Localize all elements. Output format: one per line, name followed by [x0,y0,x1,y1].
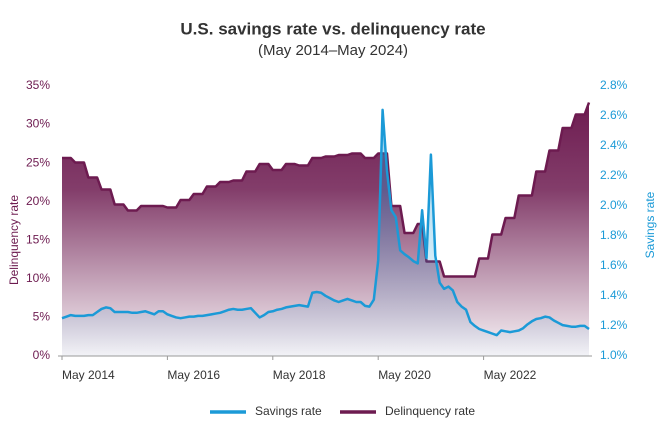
y2-tick-label: 2.8% [600,78,628,92]
x-tick-label: May 2016 [167,368,220,382]
y-tick-label: 20% [26,194,50,208]
y-tick-label: 0% [33,348,51,362]
y2-tick-label: 1.0% [600,348,628,362]
legend-label: Delinquency rate [385,404,475,418]
x-tick-label: May 2020 [378,368,431,382]
y-tick-label: 10% [26,271,50,285]
y-tick-label: 25% [26,155,50,169]
chart-title: U.S. savings rate vs. delinquency rate [180,19,485,38]
y2-tick-label: 1.6% [600,258,628,272]
y2-tick-label: 2.6% [600,108,628,122]
plot-area [61,102,591,356]
y2-tick-label: 1.2% [600,318,628,332]
y2-tick-label: 1.4% [600,288,628,302]
legend-label: Savings rate [255,404,322,418]
y2-tick-label: 2.2% [600,168,628,182]
chart-subtitle: (May 2014–May 2024) [258,42,408,59]
x-tick-label: May 2014 [62,368,115,382]
y-tick-label: 35% [26,78,50,92]
y2-tick-label: 1.8% [600,228,628,242]
y2-tick-label: 2.4% [600,138,628,152]
y2-axis-title: Savings rate [643,191,657,258]
y-tick-label: 5% [33,310,51,324]
series-line [61,108,590,337]
y-tick-label: 30% [26,117,50,131]
y-tick-label: 15% [26,232,50,246]
series-line [62,102,591,278]
area-fill [62,109,589,356]
x-tick-label: May 2022 [484,368,537,382]
area-fill [62,102,589,356]
y2-tick-label: 2.0% [600,198,628,212]
x-tick-label: May 2018 [273,368,326,382]
y-axis-title: Delinquency rate [7,195,21,285]
